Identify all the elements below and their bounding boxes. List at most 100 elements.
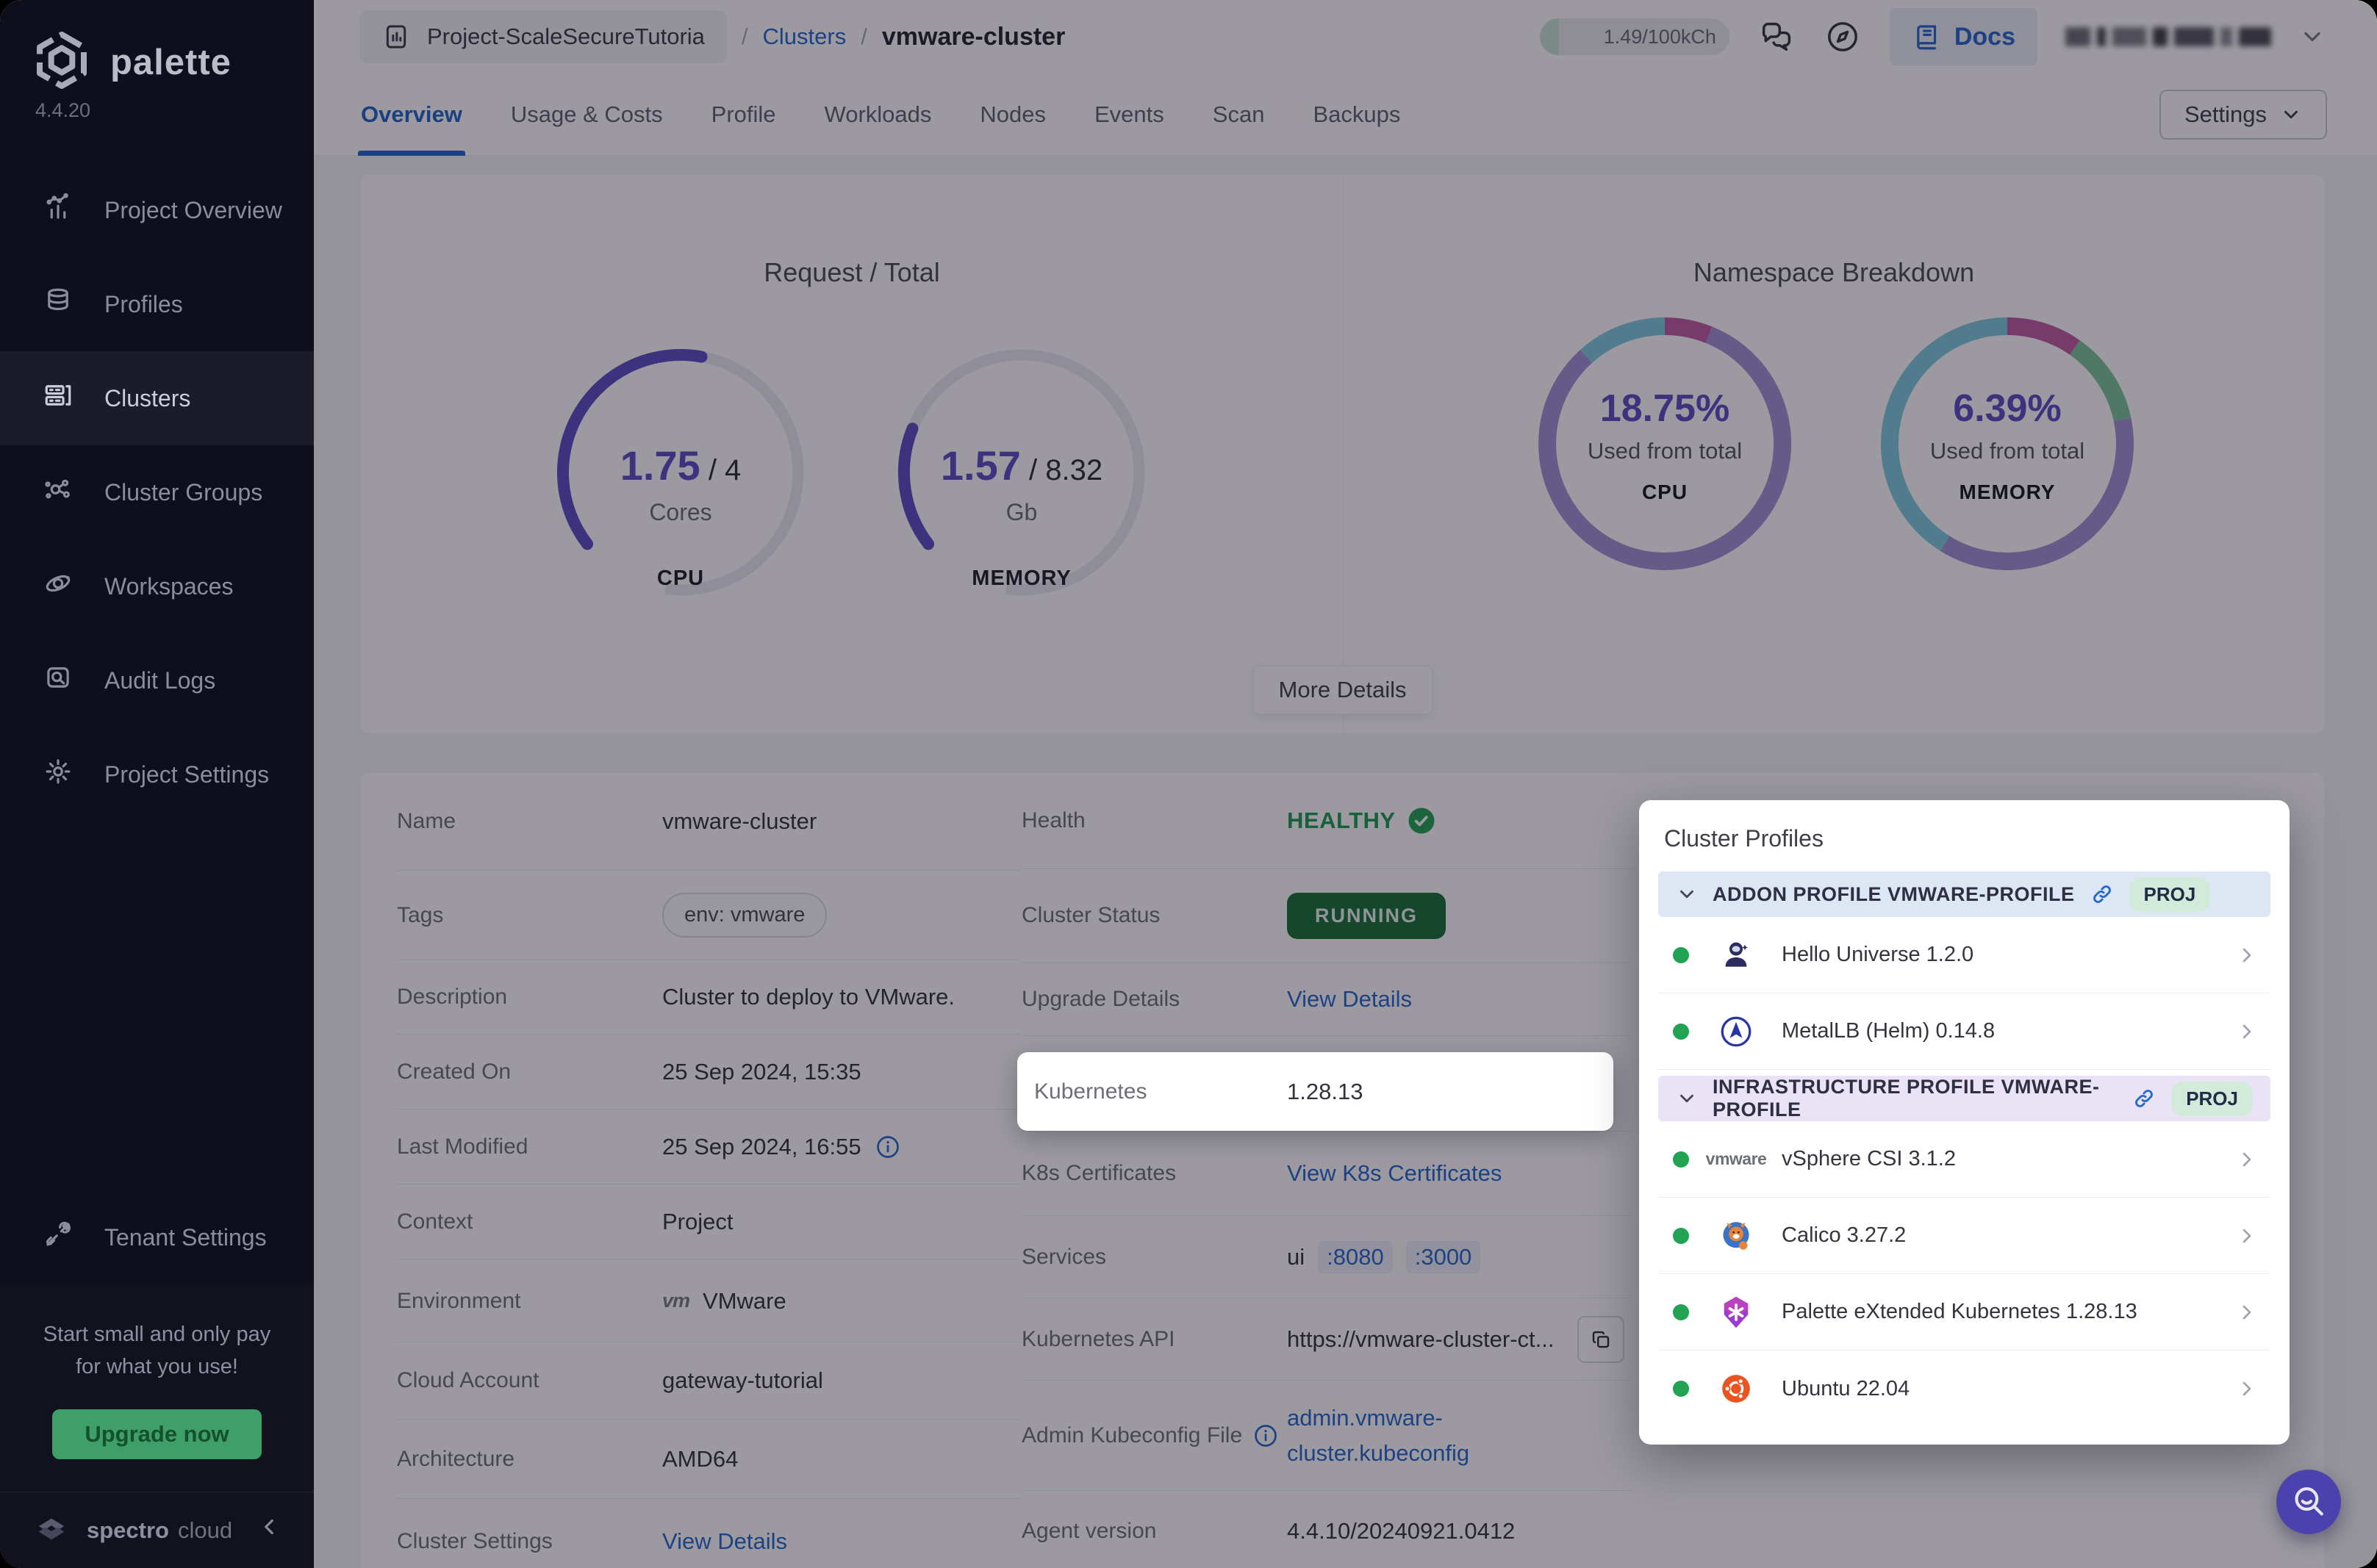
cluster-profiles-title: Cluster Profiles (1664, 825, 1824, 852)
sidebar-collapse-icon[interactable] (257, 1514, 282, 1547)
sidebar-item-workspaces[interactable]: Workspaces (0, 539, 314, 633)
cpu-gauge-unit: Cores (649, 499, 712, 525)
spectro-cloud-logo-icon (32, 1511, 71, 1549)
profile-layer-palette-extended-kubernetes[interactable]: Palette eXtended Kubernetes 1.28.13 (1658, 1274, 2270, 1351)
upgrade-now-button[interactable]: Upgrade now (52, 1409, 262, 1459)
chevron-down-icon[interactable] (1676, 883, 1698, 905)
profile-layer-name: Hello Universe 1.2.0 (1782, 943, 1974, 966)
tag-chip[interactable]: env: vmware (662, 893, 828, 938)
topbar: Project-ScaleSecureTutoria / Clusters / … (314, 0, 2377, 73)
status-dot (1673, 1151, 1689, 1168)
addon-profile-header[interactable]: ADDON PROFILE VMWARE-PROFILE PROJ (1658, 871, 2270, 917)
cpu-namespace-donut: 18.75% Used from total CPU (1525, 304, 1804, 583)
info-icon[interactable] (875, 1134, 901, 1160)
sidebar-item-cluster-groups[interactable]: Cluster Groups (0, 445, 314, 539)
row-admin-kubeconfig: Admin Kubeconfig File admin.vmware-clust… (1022, 1381, 1632, 1491)
sidebar-item-project-settings[interactable]: Project Settings (0, 727, 314, 821)
tab-backups[interactable]: Backups (1313, 101, 1401, 127)
addon-profile-name: ADDON PROFILE VMWARE-PROFILE (1713, 882, 2075, 905)
tab-profile[interactable]: Profile (711, 101, 776, 127)
ubuntu-icon (1702, 1370, 1770, 1408)
project-icon (381, 22, 411, 51)
settings-button[interactable]: Settings (2159, 89, 2327, 140)
service-port-3000-link[interactable]: :3000 (1405, 1240, 1481, 1273)
chat-icon[interactable] (1757, 18, 1796, 56)
profile-layer-hello-universe[interactable]: Hello Universe 1.2.0 (1658, 917, 2270, 993)
upgrade-promo: Start small and only pay for what you us… (0, 1284, 314, 1492)
namespace-breakdown-title: Namespace Breakdown (1693, 257, 1975, 287)
search-icon (2290, 1483, 2328, 1521)
chevron-down-icon[interactable] (1676, 1087, 1698, 1110)
tab-overview[interactable]: Overview (358, 73, 465, 156)
link-icon[interactable] (2090, 882, 2115, 907)
content-area: Project-ScaleSecureTutoria / Clusters / … (314, 0, 2377, 1568)
proj-scope-badge: PROJ (2129, 877, 2211, 912)
memory-gauge-value: 1.57 / 8.32 (940, 442, 1103, 489)
more-details-button[interactable]: More Details (1252, 666, 1433, 714)
breadcrumb-separator: / (741, 24, 748, 49)
environment-value: VMware (703, 1287, 786, 1314)
breadcrumb-current: vmware-cluster (881, 22, 1066, 51)
sidebar-item-label: Tenant Settings (104, 1223, 267, 1251)
sidebar-item-project-overview[interactable]: Project Overview (0, 163, 314, 257)
link-icon[interactable] (2132, 1086, 2156, 1111)
row-cluster-settings: Cluster Settings View Details (397, 1528, 788, 1554)
app-title: palette (110, 42, 232, 82)
sidebar-item-label: Clusters (104, 384, 191, 411)
breadcrumb-clusters-link[interactable]: Clusters (762, 24, 847, 49)
sidebar-item-audit-logs[interactable]: Audit Logs (0, 633, 314, 727)
search-fab-button[interactable] (2276, 1470, 2341, 1534)
docs-button[interactable]: Docs (1889, 8, 2037, 65)
request-total-section: Request / Total 1.75 / 4 Cores CPU (361, 175, 1344, 733)
infrastructure-profile-name: INFRASTRUCTURE PROFILE VMWARE-PROFILE (1713, 1076, 2100, 1121)
memory-donut-metric: MEMORY (1959, 481, 2056, 503)
copy-icon[interactable] (1577, 1315, 1625, 1363)
user-menu-chevron-down-icon[interactable] (2299, 24, 2326, 50)
profile-layer-name: vSphere CSI 3.1.2 (1782, 1147, 1956, 1170)
tab-usage-costs[interactable]: Usage & Costs (510, 101, 663, 127)
chevron-right-icon (2235, 1224, 2259, 1248)
profile-layer-calico[interactable]: Calico 3.27.2 (1658, 1198, 2270, 1274)
view-k8s-certificates-link[interactable]: View K8s Certificates (1287, 1160, 1502, 1186)
sidebar-item-tenant-settings[interactable]: Tenant Settings (0, 1190, 314, 1284)
profile-layer-vsphere-csi[interactable]: vmware vSphere CSI 3.1.2 (1658, 1121, 2270, 1198)
memory-donut-caption: Used from total (1929, 438, 2085, 464)
cpu-gauge-metric: CPU (656, 567, 705, 590)
profile-layer-ubuntu[interactable]: Ubuntu 22.04 (1658, 1351, 2270, 1427)
kubeconfig-download-link[interactable]: admin.vmware-cluster.kubeconfig (1287, 1404, 1470, 1466)
compass-icon[interactable] (1824, 18, 1862, 56)
agent-version-value: 4.4.10/20240921.0412 (1287, 1518, 1516, 1544)
tab-workloads[interactable]: Workloads (824, 101, 932, 127)
tab-events[interactable]: Events (1094, 101, 1164, 127)
proj-scope-badge: PROJ (2171, 1081, 2253, 1116)
sidebar-item-profiles[interactable]: Profiles (0, 257, 314, 351)
kubernetes-version-spotlight-row[interactable]: Kubernetes 1.28.13 (1017, 1052, 1613, 1131)
row-agent-version: Agent version 4.4.10/20240921.0412 (1022, 1518, 1516, 1544)
profile-layer-metallb[interactable]: MetalLB (Helm) 0.14.8 (1658, 993, 2270, 1070)
sidebar-item-label: Workspaces (104, 572, 234, 600)
infrastructure-profile-header[interactable]: INFRASTRUCTURE PROFILE VMWARE-PROFILE PR… (1658, 1076, 2270, 1121)
service-port-8080-link[interactable]: :8080 (1318, 1240, 1393, 1273)
user-account-redacted[interactable] (2065, 27, 2271, 46)
sidebar-item-label: Project Overview (104, 196, 282, 223)
cpu-donut-caption: Used from total (1587, 438, 1743, 464)
info-icon[interactable] (1252, 1423, 1279, 1449)
topbar-right: 1.49/100kCh (1539, 8, 2326, 65)
server-icon (43, 380, 74, 417)
sidebar-item-clusters[interactable]: Clusters (0, 351, 314, 445)
memory-namespace-donut: 6.39% Used from total MEMORY (1868, 304, 2147, 583)
tab-scan[interactable]: Scan (1212, 101, 1265, 127)
vmware-wordmark-icon: vmware (1705, 1149, 1767, 1168)
row-last-modified: Last Modified 25 Sep 2024, 16:55 (397, 1110, 1020, 1184)
palette-logo-icon (32, 29, 91, 95)
book-icon (1912, 21, 1943, 52)
tab-nodes[interactable]: Nodes (980, 101, 1046, 127)
upgrade-view-details-link[interactable]: View Details (1287, 985, 1413, 1012)
vmware-logo-icon: vm (662, 1290, 690, 1312)
sidebar: palette 4.4.20 Project Overview (0, 0, 314, 1568)
namespace-breakdown-section: Namespace Breakdown 18.75% Used from tot… (1344, 175, 2324, 733)
cluster-settings-view-details-link[interactable]: View Details (662, 1528, 788, 1554)
row-kubernetes-api: Kubernetes API https://vmware-cluster-ct… (1022, 1298, 1632, 1381)
breadcrumb-project[interactable]: Project-ScaleSecureTutoria (359, 10, 727, 63)
promo-text: Start small and only pay for what you us… (43, 1323, 271, 1378)
